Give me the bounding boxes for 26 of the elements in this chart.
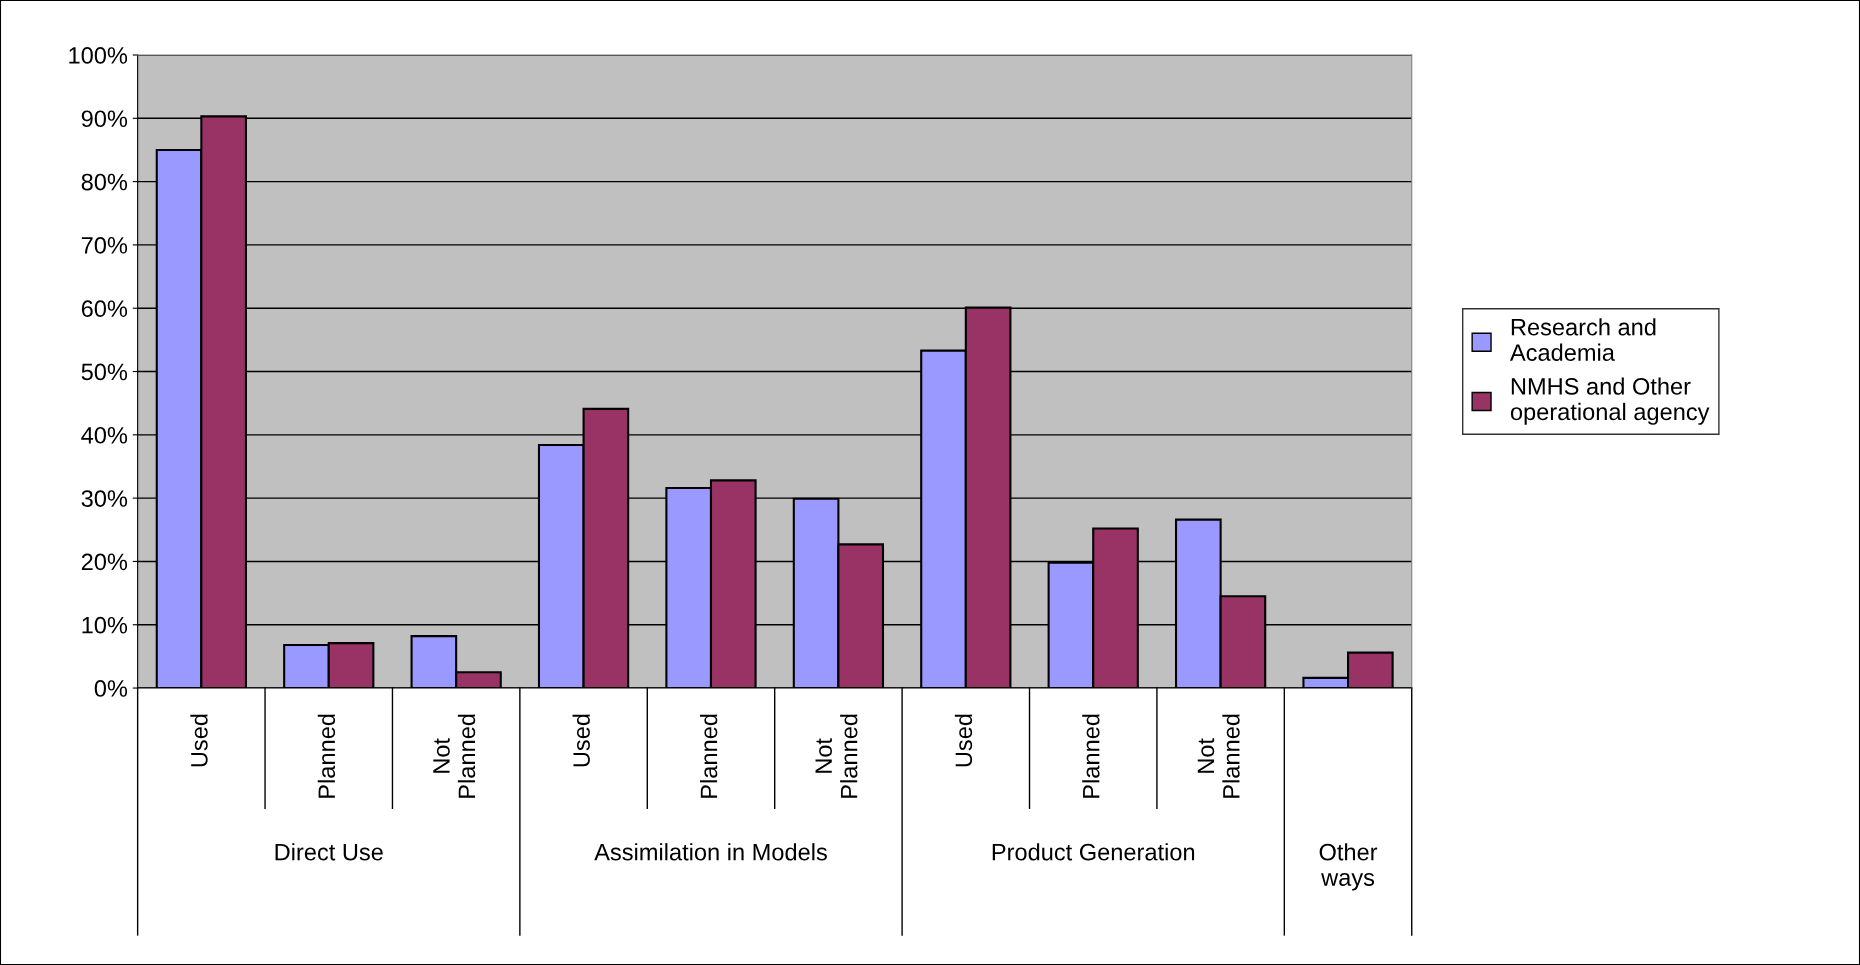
y-tick-label: 90%	[81, 110, 128, 128]
y-tick-label: 40%	[81, 426, 128, 444]
x-tick-label: Used	[954, 714, 973, 767]
legend-label: NMHS and Other operational agency	[1510, 377, 1710, 425]
x-tick-label: Planned	[699, 714, 718, 798]
text: Assimilation in Models	[594, 843, 827, 861]
x-tick-label: Planned	[1082, 714, 1100, 798]
y-tick-label: 50%	[81, 363, 128, 381]
y-tick-label: 20%	[81, 553, 128, 571]
text: Product Generation	[992, 843, 1195, 861]
y-tick-label: 80%	[81, 173, 128, 191]
x-tick-label: Not Planned	[815, 714, 858, 798]
legend-label: Research and Academia	[1509, 318, 1656, 361]
text: Direct Use	[275, 843, 383, 861]
x-tick-label: Not Planned	[1197, 714, 1240, 798]
text: Other ways	[1319, 843, 1378, 891]
y-tick-label: 10%	[82, 616, 128, 634]
y-tick-label: 0%	[94, 680, 128, 697]
x-tick-label: Not Planned	[433, 714, 476, 798]
x-tick-label: Planned	[317, 714, 336, 798]
x-tick-label: Used	[190, 714, 208, 767]
x-tick-label: Used	[572, 714, 590, 767]
y-tick-label: 100%	[69, 47, 128, 64]
y-tick-label: 30%	[81, 490, 128, 507]
y-tick-label: 70%	[81, 236, 128, 254]
y-tick-label: 60%	[81, 300, 128, 318]
